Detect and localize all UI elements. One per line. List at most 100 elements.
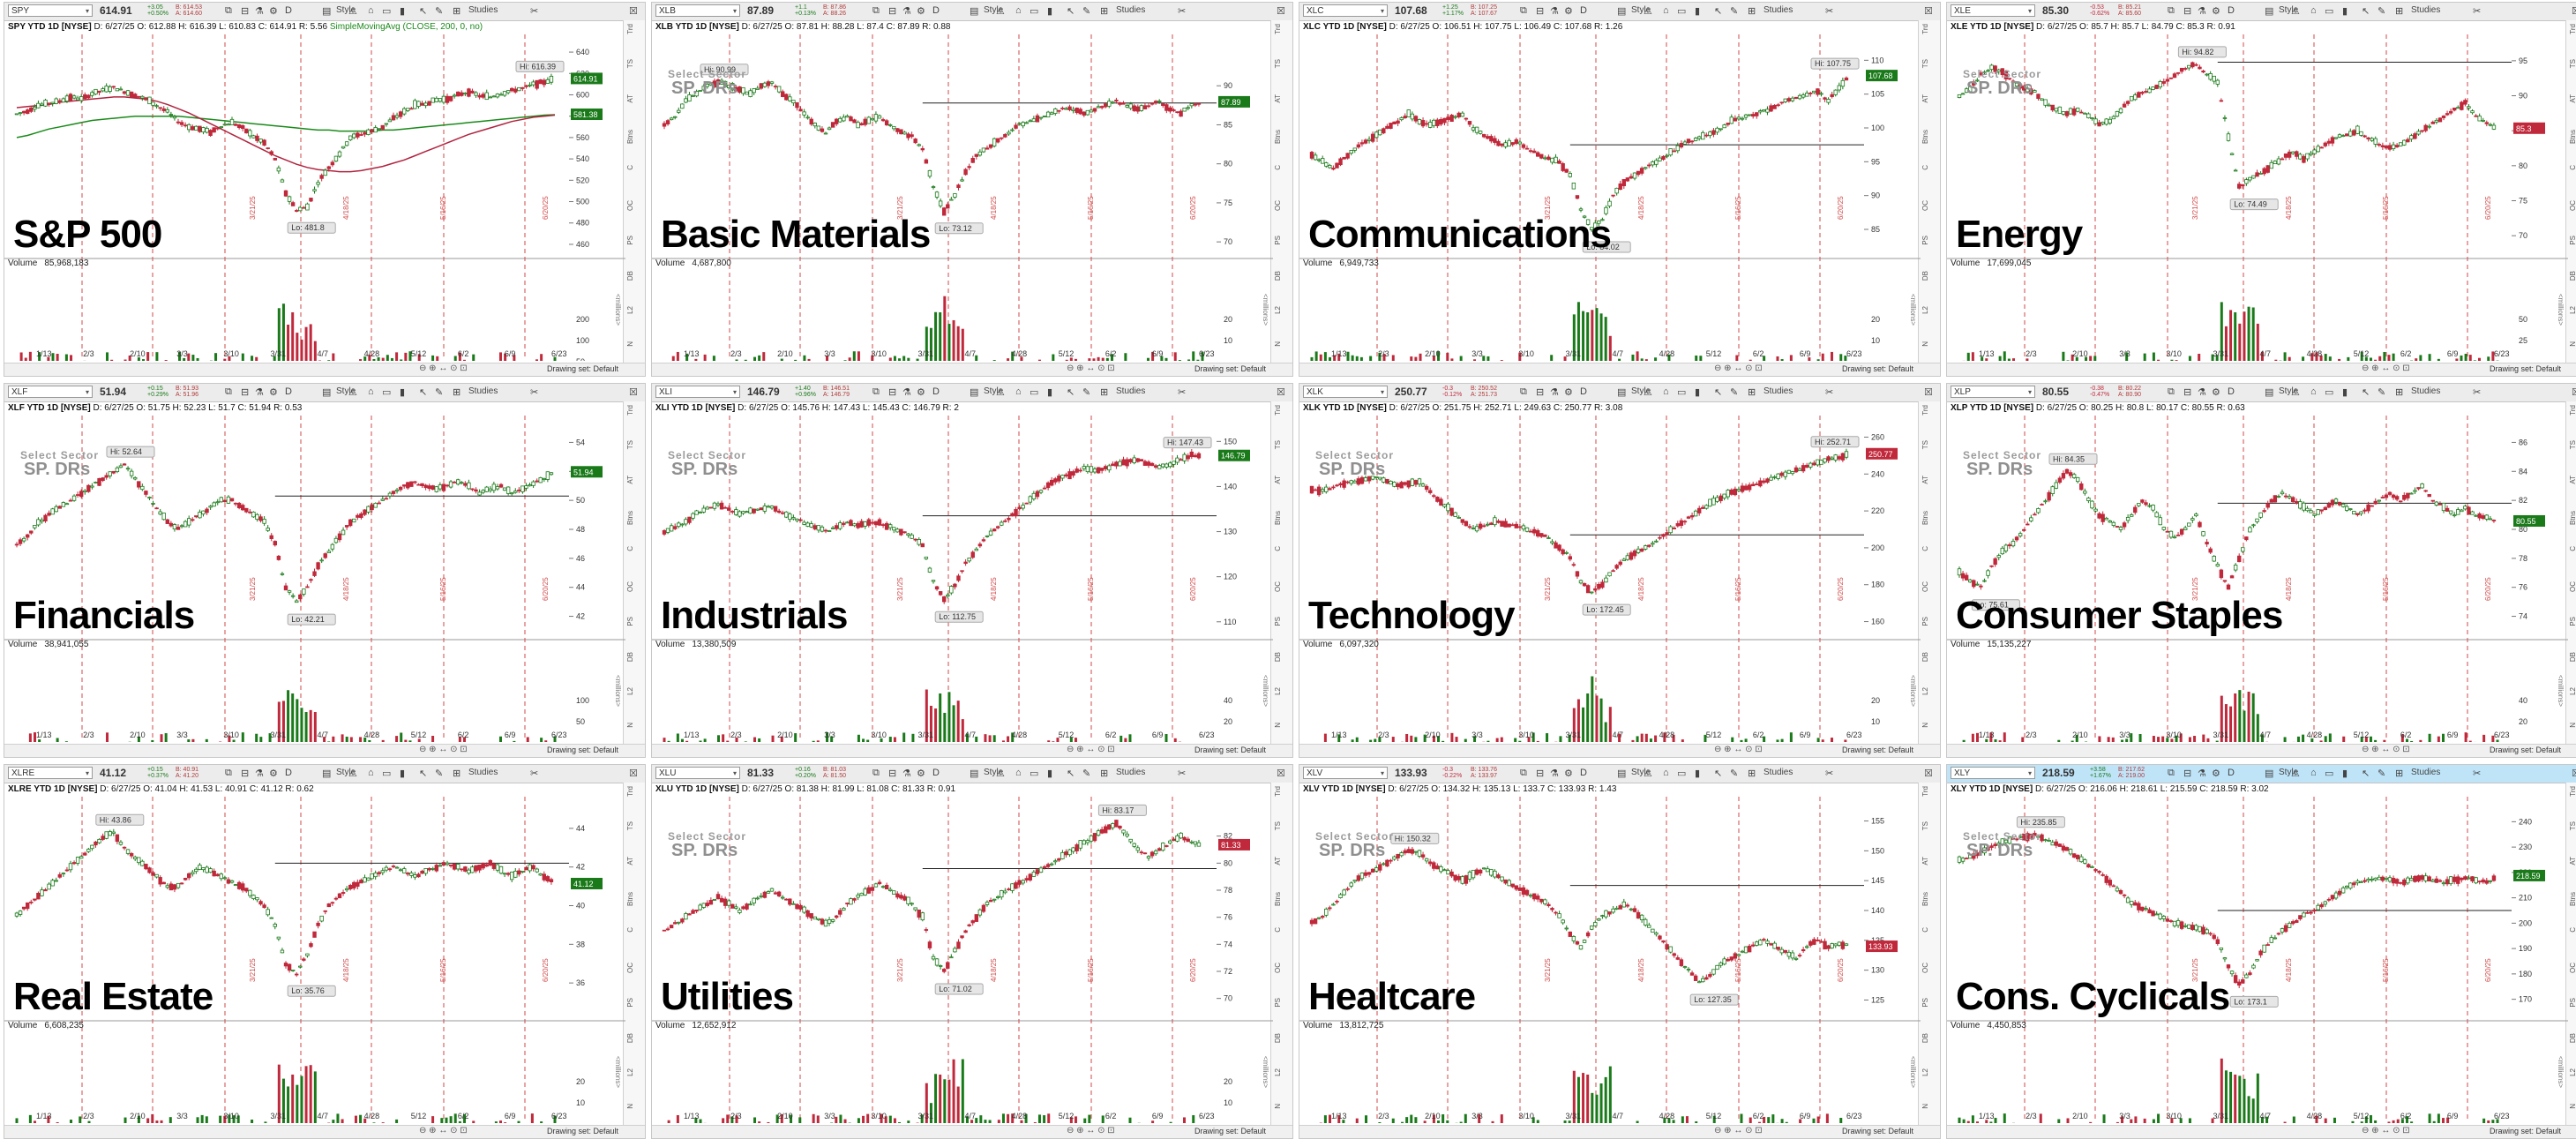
period-selector[interactable]: D — [285, 5, 292, 16]
tools-icon[interactable]: ▮ — [2342, 386, 2348, 398]
copy-icon[interactable]: ⧉ — [1520, 386, 1527, 398]
studies-button[interactable]: Studies — [468, 5, 498, 15]
pencil-icon[interactable]: ✎ — [1082, 768, 1090, 779]
right-tab-c[interactable]: C — [1921, 165, 1929, 170]
chevron-down-icon[interactable]: ▾ — [2028, 5, 2032, 18]
right-tab-n[interactable]: N — [1921, 341, 1929, 347]
layout-icon[interactable]: ⊟ — [888, 5, 896, 17]
style-button[interactable]: Style — [984, 5, 1003, 15]
right-tab-ps[interactable]: PS — [1921, 617, 1929, 626]
chevron-down-icon[interactable]: ▾ — [733, 768, 737, 780]
right-tab-btns[interactable]: Btns — [1274, 511, 1282, 525]
window-icon[interactable]: ▭ — [2325, 386, 2333, 398]
right-tab-oc[interactable]: OC — [1921, 581, 1929, 592]
right-tab-ps[interactable]: PS — [626, 236, 634, 245]
flask-icon[interactable]: ⚗ — [902, 768, 911, 779]
right-tab-btns[interactable]: Btns — [626, 892, 634, 906]
flask-icon[interactable]: ⚗ — [255, 386, 264, 398]
flask-icon[interactable]: ⚗ — [902, 5, 911, 17]
right-tab-oc[interactable]: OC — [1274, 581, 1282, 592]
right-tab-btns[interactable]: Btns — [1274, 130, 1282, 144]
right-tab-c[interactable]: C — [626, 165, 634, 170]
studies-button[interactable]: Studies — [2411, 386, 2440, 396]
right-tab-trd[interactable]: Trd — [1274, 786, 1282, 797]
layout-icon[interactable]: ⊟ — [2183, 5, 2191, 17]
draw-icon[interactable]: ☒ — [629, 386, 638, 398]
studies-button[interactable]: Studies — [468, 768, 498, 777]
drawing-set-label[interactable]: Drawing set: Default — [1194, 746, 1266, 754]
grid-icon[interactable]: ⊞ — [1100, 5, 1108, 17]
copy-icon[interactable]: ⧉ — [872, 386, 880, 398]
gear-icon[interactable]: ⚙ — [1564, 5, 1573, 17]
window-icon[interactable]: ▭ — [1030, 386, 1038, 398]
style-button[interactable]: Style — [336, 5, 356, 15]
home-icon[interactable]: ⌂ — [1663, 386, 1669, 397]
right-tab-oc[interactable]: OC — [1274, 200, 1282, 211]
right-tab-oc[interactable]: OC — [626, 200, 634, 211]
period-selector[interactable]: D — [2228, 386, 2235, 397]
window-icon[interactable]: ▭ — [382, 768, 391, 779]
right-tab-l2[interactable]: L2 — [1921, 687, 1929, 695]
drawing-icon[interactable]: ✂ — [530, 5, 538, 17]
right-tab-ts[interactable]: TS — [2569, 440, 2576, 449]
draw-icon[interactable]: ☒ — [1277, 386, 1285, 398]
gear-icon[interactable]: ⚙ — [917, 386, 925, 398]
symbol-input[interactable]: XLB▾ — [655, 4, 740, 17]
gear-icon[interactable]: ⚙ — [917, 768, 925, 779]
drawing-icon[interactable]: ✂ — [1825, 386, 1833, 398]
right-tab-trd[interactable]: Trd — [626, 405, 634, 416]
drawing-icon[interactable]: ✂ — [1178, 386, 1186, 398]
studies-button[interactable]: Studies — [468, 386, 498, 396]
right-tab-ts[interactable]: TS — [626, 821, 634, 830]
home-icon[interactable]: ⌂ — [1663, 5, 1669, 16]
tools-icon[interactable]: ▮ — [1047, 386, 1052, 398]
right-tab-c[interactable]: C — [2569, 165, 2576, 170]
period-selector[interactable]: D — [932, 386, 940, 397]
grid-icon[interactable]: ⊞ — [453, 768, 461, 779]
draw-icon[interactable]: ☒ — [2572, 5, 2576, 17]
period-selector[interactable]: D — [2228, 5, 2235, 16]
copy-icon[interactable]: ⧉ — [225, 5, 232, 17]
tools-icon[interactable]: ▮ — [1047, 5, 1052, 17]
grid-icon[interactable]: ⊞ — [1748, 386, 1756, 398]
chevron-down-icon[interactable]: ▾ — [733, 5, 737, 18]
tools-icon[interactable]: ▮ — [1695, 386, 1700, 398]
drawing-set-label[interactable]: Drawing set: Default — [2490, 746, 2561, 754]
cursor-icon[interactable]: ↖ — [1714, 5, 1722, 17]
pencil-icon[interactable]: ✎ — [435, 768, 443, 779]
right-tab-ps[interactable]: PS — [1274, 236, 1282, 245]
cursor-icon[interactable]: ↖ — [1067, 386, 1075, 398]
grid-icon[interactable]: ⊞ — [453, 5, 461, 17]
right-tab-db[interactable]: DB — [1274, 1033, 1282, 1043]
right-tab-at[interactable]: AT — [1921, 94, 1929, 103]
right-tab-c[interactable]: C — [2569, 546, 2576, 551]
right-tab-n[interactable]: N — [1274, 723, 1282, 728]
flask-icon[interactable]: ⚗ — [902, 386, 911, 398]
layout-icon[interactable]: ⊟ — [888, 386, 896, 398]
style-button[interactable]: Style — [2279, 5, 2298, 15]
gear-icon[interactable]: ⚙ — [269, 5, 278, 17]
right-tab-trd[interactable]: Trd — [1921, 24, 1929, 34]
tools-icon[interactable]: ▮ — [2342, 5, 2348, 17]
style-button[interactable]: Style — [984, 386, 1003, 396]
right-tab-l2[interactable]: L2 — [1274, 687, 1282, 695]
right-tab-c[interactable]: C — [626, 546, 634, 551]
right-tab-db[interactable]: DB — [1921, 271, 1929, 281]
zoom-controls[interactable]: ⊖ ⊕ ↔ ⊙ ⊡ — [419, 1126, 468, 1135]
window-icon[interactable]: ▭ — [382, 5, 391, 17]
style-icon[interactable]: ▤ — [2265, 386, 2273, 398]
cursor-icon[interactable]: ↖ — [2362, 386, 2370, 398]
right-tab-n[interactable]: N — [626, 341, 634, 347]
period-selector[interactable]: D — [285, 768, 292, 778]
style-icon[interactable]: ▤ — [970, 386, 978, 398]
tools-icon[interactable]: ▮ — [400, 386, 405, 398]
flask-icon[interactable]: ⚗ — [1550, 5, 1559, 17]
right-tab-oc[interactable]: OC — [1274, 963, 1282, 973]
right-tab-c[interactable]: C — [1921, 546, 1929, 551]
right-tab-btns[interactable]: Btns — [626, 130, 634, 144]
style-icon[interactable]: ▤ — [1617, 5, 1626, 17]
right-tab-btns[interactable]: Btns — [1921, 130, 1929, 144]
right-tab-ps[interactable]: PS — [2569, 236, 2576, 245]
right-tab-oc[interactable]: OC — [626, 581, 634, 592]
right-tab-ts[interactable]: TS — [1921, 440, 1929, 449]
